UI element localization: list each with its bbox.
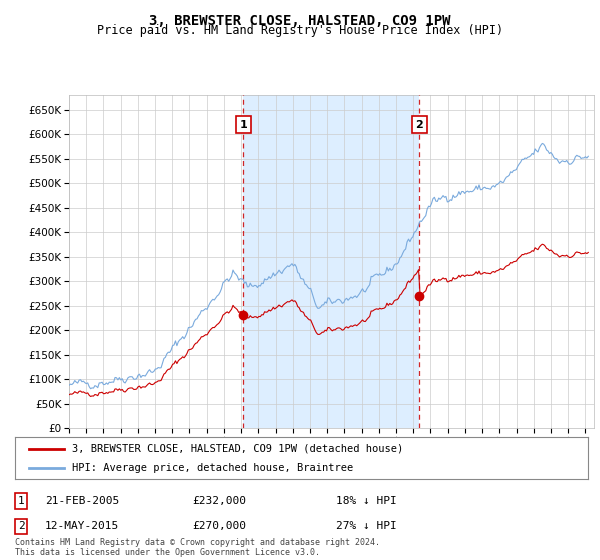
Bar: [244, 95, 419, 428]
Text: Contains HM Land Registry data © Crown copyright and database right 2024.
This d: Contains HM Land Registry data © Crown c…: [15, 538, 380, 557]
Text: 12-MAY-2015: 12-MAY-2015: [45, 521, 119, 531]
Text: 3, BREWSTER CLOSE, HALSTEAD, CO9 1PW (detached house): 3, BREWSTER CLOSE, HALSTEAD, CO9 1PW (de…: [73, 444, 404, 454]
Text: 18% ↓ HPI: 18% ↓ HPI: [336, 496, 397, 506]
Text: 2: 2: [416, 120, 424, 129]
Text: 3, BREWSTER CLOSE, HALSTEAD, CO9 1PW: 3, BREWSTER CLOSE, HALSTEAD, CO9 1PW: [149, 14, 451, 28]
Text: HPI: Average price, detached house, Braintree: HPI: Average price, detached house, Brai…: [73, 463, 353, 473]
Text: 1: 1: [239, 120, 247, 129]
Text: Price paid vs. HM Land Registry's House Price Index (HPI): Price paid vs. HM Land Registry's House …: [97, 24, 503, 37]
Text: 21-FEB-2005: 21-FEB-2005: [45, 496, 119, 506]
Text: 1: 1: [17, 496, 25, 506]
Text: 27% ↓ HPI: 27% ↓ HPI: [336, 521, 397, 531]
Text: 2: 2: [17, 521, 25, 531]
Text: £232,000: £232,000: [192, 496, 246, 506]
Text: £270,000: £270,000: [192, 521, 246, 531]
